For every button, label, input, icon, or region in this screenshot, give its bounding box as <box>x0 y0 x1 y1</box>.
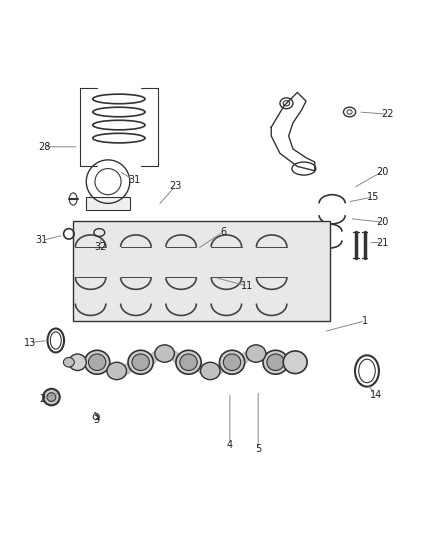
Ellipse shape <box>219 350 245 374</box>
Ellipse shape <box>283 351 307 374</box>
Ellipse shape <box>201 362 220 379</box>
Text: 28: 28 <box>38 142 50 152</box>
Ellipse shape <box>85 350 110 374</box>
Text: 2: 2 <box>39 394 46 404</box>
Ellipse shape <box>263 350 288 374</box>
Ellipse shape <box>64 358 74 367</box>
Text: 14: 14 <box>370 390 382 400</box>
Ellipse shape <box>267 354 284 370</box>
FancyBboxPatch shape <box>73 221 330 321</box>
Text: 11: 11 <box>241 281 254 291</box>
Ellipse shape <box>223 354 241 370</box>
FancyBboxPatch shape <box>86 197 130 210</box>
Ellipse shape <box>246 345 266 362</box>
Text: 32: 32 <box>95 242 107 252</box>
Text: 6: 6 <box>220 227 226 237</box>
Ellipse shape <box>47 393 56 401</box>
Ellipse shape <box>43 389 60 405</box>
Text: 22: 22 <box>381 109 394 119</box>
Ellipse shape <box>88 354 106 370</box>
Text: 1: 1 <box>362 316 368 326</box>
Ellipse shape <box>176 350 201 374</box>
Text: 13: 13 <box>24 338 36 348</box>
Text: 31: 31 <box>36 236 48 245</box>
Text: 4: 4 <box>227 440 233 450</box>
Text: 15: 15 <box>367 192 380 202</box>
Ellipse shape <box>180 354 197 370</box>
Text: 21: 21 <box>376 238 389 247</box>
Ellipse shape <box>107 362 127 379</box>
Ellipse shape <box>132 354 149 370</box>
Text: 5: 5 <box>255 445 261 454</box>
Text: 31: 31 <box>128 175 140 185</box>
Text: 20: 20 <box>376 167 389 176</box>
Ellipse shape <box>155 345 174 362</box>
Ellipse shape <box>128 350 153 374</box>
Text: 20: 20 <box>376 217 389 227</box>
Text: 23: 23 <box>170 181 182 191</box>
Text: 3: 3 <box>93 415 99 425</box>
Ellipse shape <box>69 354 86 370</box>
